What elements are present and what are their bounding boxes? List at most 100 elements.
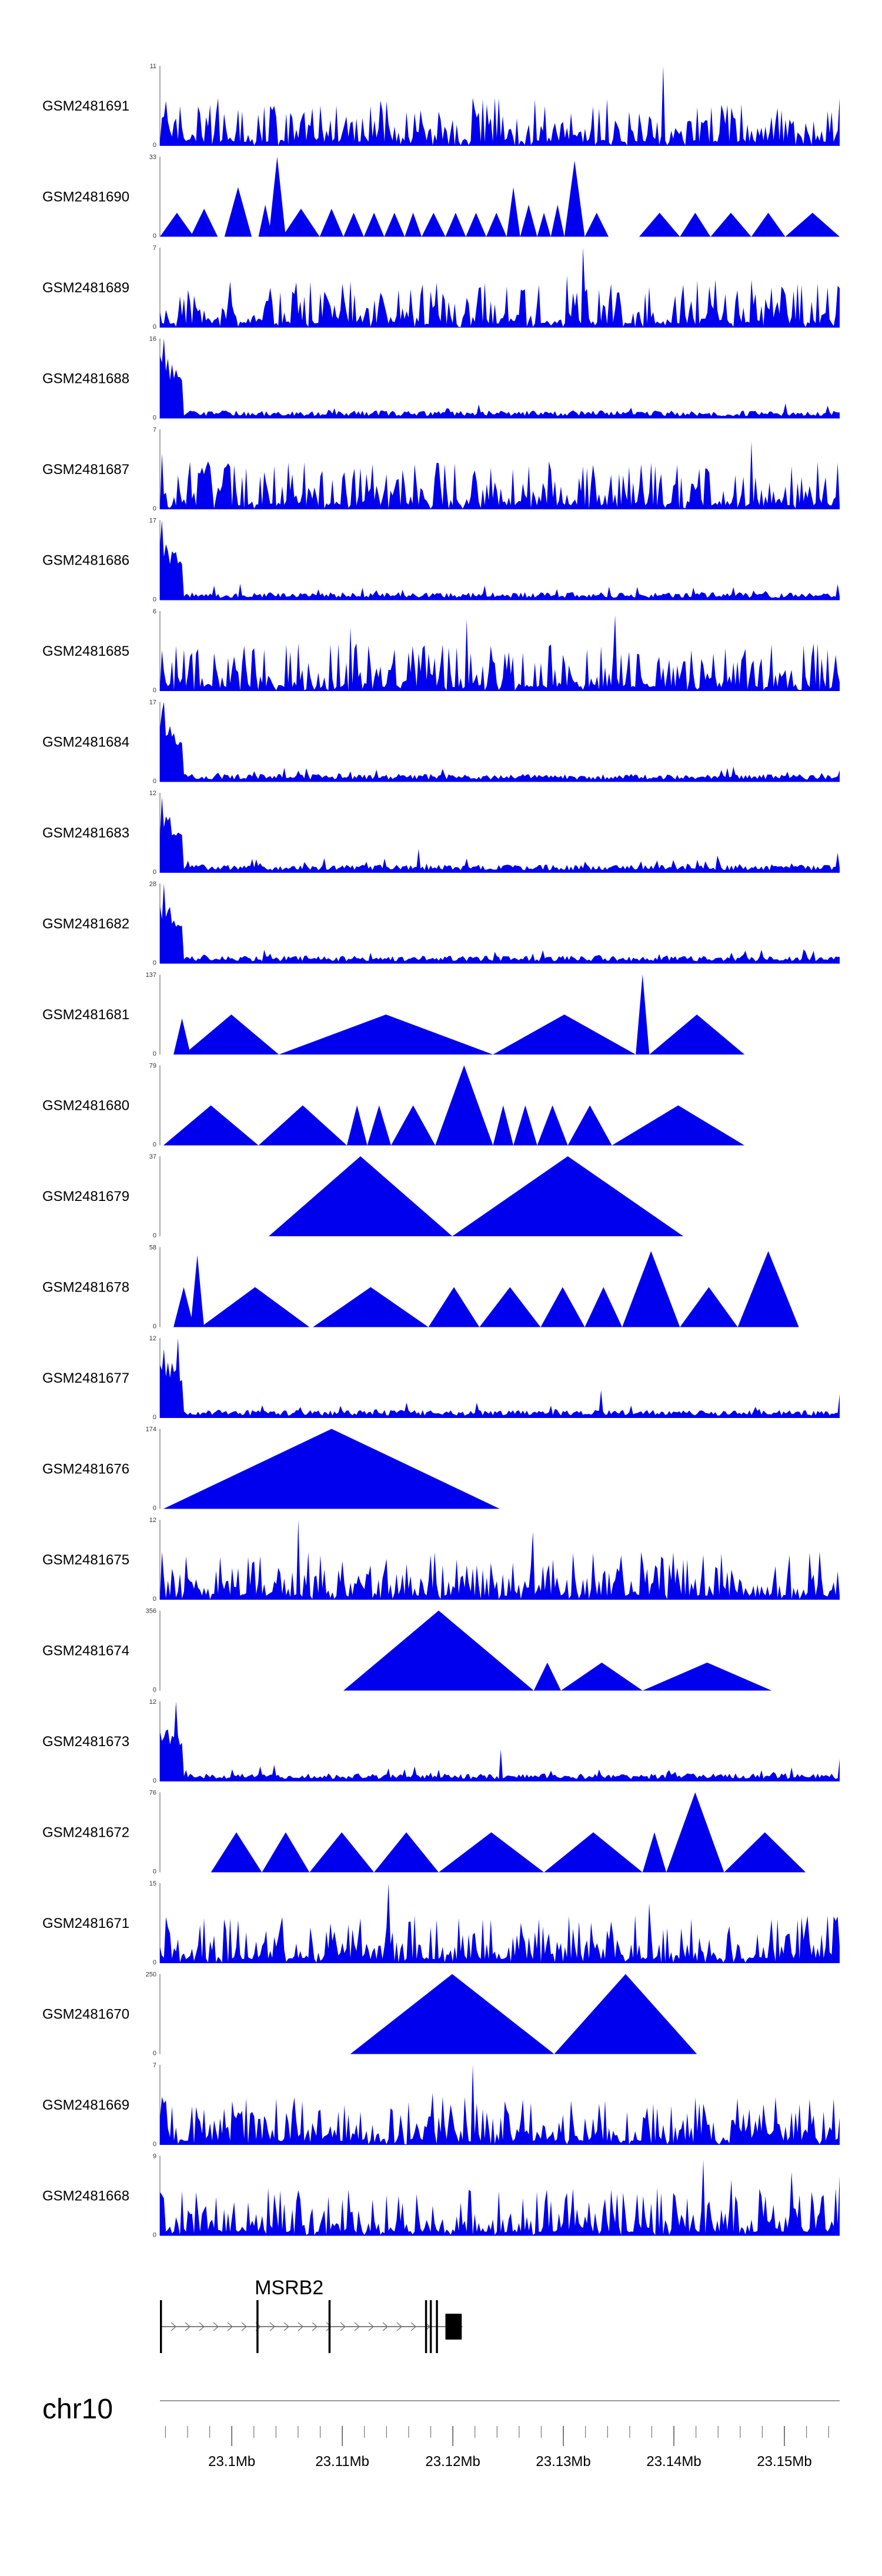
coverage-tracks: GSM2481691110GSM2481690330GSM248168970GS… — [42, 63, 840, 2239]
coverage-area — [160, 1338, 840, 1418]
y-min-label: 0 — [153, 869, 156, 876]
coverage-peak — [163, 1105, 259, 1146]
y-min-label: 0 — [153, 596, 156, 603]
gene-track: MSRB2 — [160, 2277, 463, 2353]
y-min-label: 0 — [153, 2141, 156, 2148]
coverage-peak — [405, 212, 422, 237]
track-label: GSM2481668 — [42, 2188, 129, 2204]
y-min-label: 0 — [153, 778, 156, 785]
coverage-area — [160, 796, 840, 873]
track-GSM2481682: GSM2481682 28 0 — [42, 881, 840, 967]
coverage-peak — [540, 1287, 585, 1327]
strand-arrow-icon — [185, 2322, 191, 2331]
y-max-label: 7 — [153, 2062, 156, 2069]
coverage-peak — [564, 161, 585, 237]
track-GSM2481683: GSM2481683 12 0 — [42, 790, 840, 876]
coverage-peak — [520, 205, 537, 237]
track-GSM2481688: GSM2481688 16 0 — [42, 336, 840, 422]
y-min-label: 0 — [153, 1777, 156, 1784]
track-label: GSM2481678 — [42, 1280, 129, 1296]
track-GSM2481678: GSM2481678 58 0 — [42, 1244, 799, 1330]
y-max-label: 12 — [149, 1517, 156, 1524]
y-min-label: 0 — [153, 1414, 156, 1421]
y-max-label: 12 — [149, 1335, 156, 1342]
track-label: GSM2481683 — [42, 825, 129, 841]
coverage-peak — [567, 1105, 612, 1146]
gene-exon — [425, 2300, 427, 2353]
coverage-peak — [584, 1287, 623, 1327]
coverage-area — [160, 2065, 840, 2145]
coverage-area — [160, 1520, 840, 1600]
coverage-peak — [391, 1105, 436, 1146]
coverage-peak — [544, 1832, 643, 1873]
track-label: GSM2481690 — [42, 189, 129, 205]
y-min-label: 0 — [153, 233, 156, 240]
coverage-peak — [493, 1105, 514, 1146]
chromosome-label: chr10 — [42, 2394, 113, 2425]
track-GSM2481681: GSM2481681 137 0 — [42, 972, 745, 1057]
coverage-area — [160, 615, 840, 691]
track-GSM2481668: GSM2481668 9 0 — [42, 2153, 840, 2239]
strand-arrow-icon — [269, 2322, 276, 2331]
track-GSM2481684: GSM2481684 17 0 — [42, 699, 840, 785]
strand-arrow-icon — [354, 2322, 360, 2331]
coverage-peak — [639, 212, 680, 237]
y-max-label: 174 — [146, 1426, 156, 1433]
axis-tick-label: 23.15Mb — [757, 2454, 811, 2470]
gene-exon — [328, 2300, 331, 2353]
coverage-peak — [680, 1287, 738, 1327]
strand-arrow-icon — [199, 2322, 205, 2331]
coverage-peak — [422, 212, 446, 237]
gene-exon — [160, 2300, 162, 2353]
coverage-peak — [622, 1251, 680, 1327]
coverage-peak — [363, 212, 385, 237]
strand-arrow-icon — [227, 2322, 233, 2331]
strand-arrow-icon — [213, 2322, 219, 2331]
track-label: GSM2481673 — [42, 1734, 129, 1750]
track-label: GSM2481679 — [42, 1189, 129, 1204]
coverage-peak — [282, 208, 320, 237]
track-GSM2481676: GSM2481676 174 0 — [42, 1426, 500, 1512]
y-min-label: 0 — [153, 1232, 156, 1239]
gene-exon — [256, 2300, 259, 2353]
y-min-label: 0 — [153, 1050, 156, 1057]
y-min-label: 0 — [153, 415, 156, 422]
coverage-peak — [561, 1662, 643, 1691]
coverage-area — [160, 520, 840, 600]
coverage-peak — [751, 212, 786, 237]
y-max-label: 356 — [146, 1608, 156, 1615]
track-GSM2481670: GSM2481670 250 0 — [42, 1971, 697, 2057]
coverage-peak — [479, 1287, 541, 1327]
coverage-peak — [313, 1287, 429, 1327]
axis-tick-label: 23.1Mb — [208, 2454, 255, 2470]
coverage-peak — [201, 1287, 310, 1327]
y-max-label: 137 — [146, 972, 156, 979]
coverage-peak — [439, 1832, 544, 1873]
y-min-label: 0 — [153, 2050, 156, 2057]
strand-arrow-icon — [340, 2322, 346, 2331]
coverage-peak — [486, 212, 507, 237]
axis-tick-label: 23.14Mb — [646, 2454, 701, 2470]
strand-arrow-icon — [312, 2322, 318, 2331]
strand-arrow-icon — [171, 2322, 177, 2331]
track-GSM2481690: GSM2481690 33 0 — [42, 154, 840, 240]
track-label: GSM2481684 — [42, 735, 129, 750]
coverage-peak — [428, 1287, 480, 1327]
coverage-peak — [513, 1105, 537, 1146]
y-max-label: 15 — [149, 1880, 156, 1887]
coverage-peak — [649, 1015, 745, 1055]
track-label: GSM2481669 — [42, 2097, 129, 2113]
y-min-label: 0 — [153, 1323, 156, 1330]
coverage-peak — [343, 1610, 534, 1691]
y-max-label: 16 — [149, 336, 156, 343]
coverage-peak — [493, 1015, 636, 1055]
track-label: GSM2481689 — [42, 280, 129, 296]
y-max-label: 6 — [153, 608, 156, 615]
y-max-label: 17 — [149, 699, 156, 706]
axis-tick-label: 23.12Mb — [425, 2454, 480, 2470]
track-GSM2481680: GSM2481680 79 0 — [42, 1063, 745, 1149]
track-GSM2481686: GSM2481686 17 0 — [42, 518, 840, 603]
coverage-peak — [466, 212, 486, 237]
y-max-label: 11 — [150, 63, 156, 70]
y-min-label: 0 — [153, 1596, 156, 1603]
